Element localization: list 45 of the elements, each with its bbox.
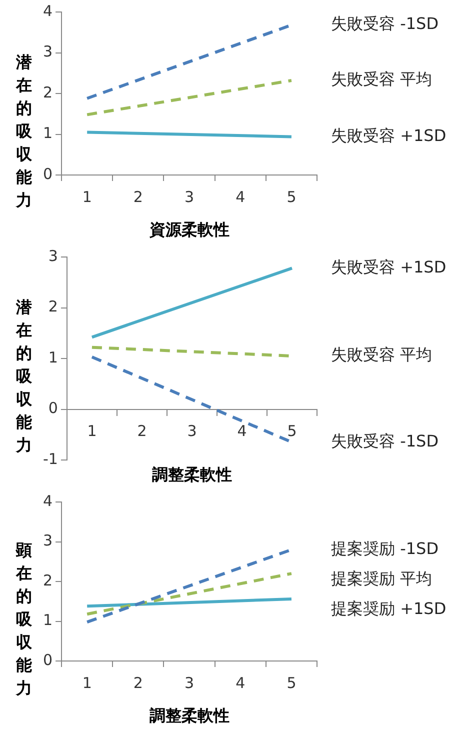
text: 提案奨励 +1SD xyxy=(331,598,446,618)
y-tick-label: 1 xyxy=(42,124,53,142)
text: 提案奨励 -1SD xyxy=(331,538,439,558)
y-tick-label: 3 xyxy=(42,532,53,550)
x-tick-label: 1 xyxy=(82,674,92,692)
x-tick-label: 3 xyxy=(187,422,197,440)
x-tick-label: 4 xyxy=(236,188,246,206)
text: 失敗受容 平均 xyxy=(331,345,432,364)
x-tick-label: 2 xyxy=(133,674,143,692)
x-tick-label: 5 xyxy=(286,674,296,692)
x-tick-label: 3 xyxy=(184,674,194,692)
y-axis-title: 潜在的吸収能力 xyxy=(15,298,33,455)
x-tick-label: 3 xyxy=(184,188,194,206)
x-axis-title: 資源柔軟性 xyxy=(148,220,230,240)
text: 提案奨励 平均 xyxy=(331,568,432,588)
y-axis-title: 顕在的吸収能力 xyxy=(15,540,33,698)
y-tick-label: 1 xyxy=(42,611,53,630)
text: 失敗受容 -1SD xyxy=(331,14,439,34)
y-tick-label: 3 xyxy=(48,246,58,265)
y-tick-label: 0 xyxy=(48,399,58,418)
y-axis-title: 潜在的吸収能力 xyxy=(15,52,33,210)
y-tick-label: 2 xyxy=(48,298,58,316)
text: 失敗受容 +1SD xyxy=(331,126,446,145)
y-tick-label: 0 xyxy=(42,650,53,669)
text: 失敗受容 平均 xyxy=(331,70,432,89)
x-axis-title: 調整柔軟性 xyxy=(152,465,232,484)
y-tick-label: 3 xyxy=(42,42,53,61)
y-tick-label: 4 xyxy=(42,2,53,20)
text: 失敗受容 -1SD xyxy=(331,431,439,450)
x-tick-label: 4 xyxy=(237,422,247,440)
y-tick-label: 1 xyxy=(48,348,58,366)
x-tick-label: 4 xyxy=(236,674,246,692)
y-tick-label: 0 xyxy=(42,164,53,183)
x-tick-label: 5 xyxy=(286,188,296,206)
x-tick-label: 5 xyxy=(287,422,297,440)
y-tick-label: -1 xyxy=(42,450,58,468)
y-tick-label: 2 xyxy=(42,83,53,102)
x-tick-label: 1 xyxy=(87,422,97,440)
x-axis-title: 調整柔軟性 xyxy=(149,706,230,726)
text: 失敗受容 +1SD xyxy=(331,257,446,276)
x-tick-label: 1 xyxy=(82,188,92,206)
y-tick-label: 2 xyxy=(42,571,53,590)
y-tick-label: 4 xyxy=(42,492,53,510)
x-tick-label: 2 xyxy=(133,188,143,206)
x-tick-label: 2 xyxy=(137,422,147,440)
